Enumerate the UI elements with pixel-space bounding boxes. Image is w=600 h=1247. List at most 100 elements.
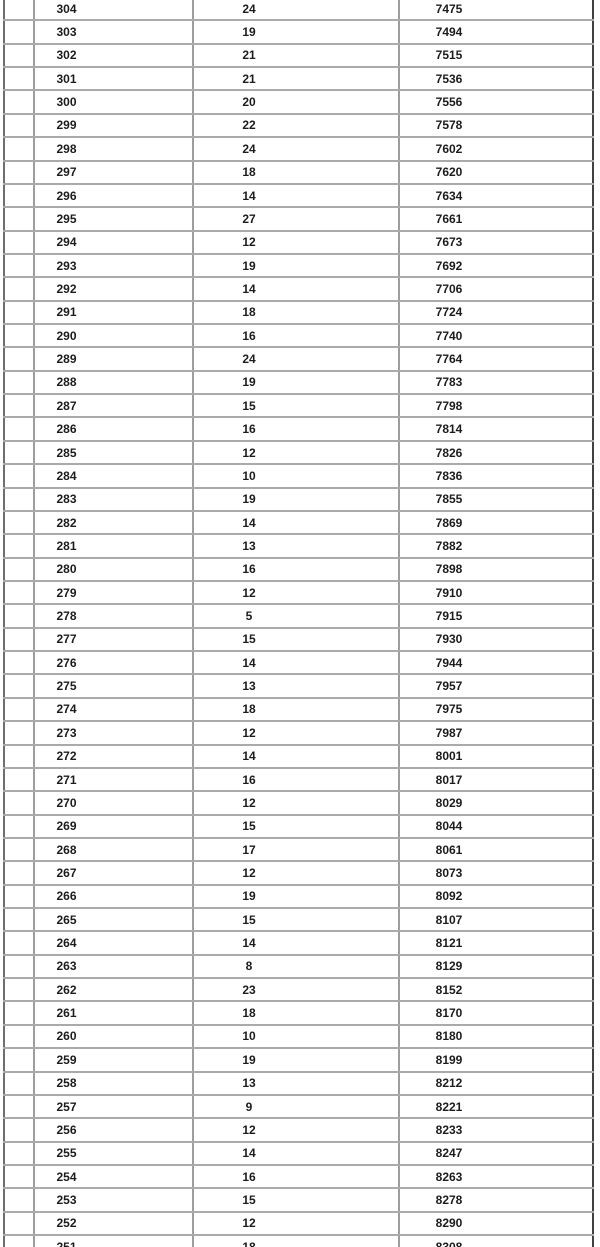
table-row: 280 16 7898 [3,556,594,582]
cell-col2: 12 [192,720,400,746]
cell-col2: 27 [192,206,400,232]
table-row: 284 10 7836 [3,463,594,489]
cell-col3: 7826 [398,439,594,466]
cell-col3: 8152 [398,977,594,1003]
cell-col2: 24 [192,136,400,162]
cell-left-empty [3,1023,35,1050]
cell-left-empty [3,1163,35,1190]
cell-left-empty [3,66,35,92]
cell-left-empty [3,346,35,372]
cell-col3: 7855 [398,486,594,512]
cell-col1: 266 [33,883,194,910]
cell-left-empty [3,463,35,489]
cell-col3: 7987 [398,720,594,746]
cell-col2: 10 [192,463,400,489]
cell-left-empty [3,860,35,886]
cell-col1: 285 [33,439,194,466]
cell-col3: 8107 [398,907,594,933]
cell-col3: 7836 [398,463,594,489]
cell-col2: 8 [192,953,400,980]
table-row: 301 21 7536 [3,66,594,92]
cell-left-empty [3,182,35,209]
cell-col3: 8017 [398,766,594,793]
cell-col2: 16 [192,556,400,582]
cell-left-empty [3,743,35,769]
cell-left-empty [3,813,35,839]
cell-col2: 24 [192,346,400,372]
cell-left-empty [3,136,35,162]
cell-col2: 12 [192,439,400,466]
cell-col3: 7475 [398,0,594,22]
table-row: 297 18 7620 [3,159,594,185]
cell-col3: 8308 [398,1234,594,1247]
cell-col2: 12 [192,790,400,816]
cell-col3: 8129 [398,953,594,980]
cell-col3: 7798 [398,393,594,419]
cell-col1: 265 [33,907,194,933]
table-row: 298 24 7602 [3,136,594,162]
cell-left-empty [3,19,35,45]
cell-left-empty [3,1187,35,1213]
cell-col2: 19 [192,252,400,279]
table-body: 304 24 7475 303 19 7494 302 21 7515 301 … [3,0,594,1247]
cell-col3: 8061 [398,836,594,863]
cell-col2: 13 [192,533,400,559]
cell-col3: 7578 [398,112,594,139]
cell-col2: 19 [192,883,400,910]
cell-col1: 298 [33,136,194,162]
table-row: 277 15 7930 [3,626,594,653]
cell-col1: 261 [33,1000,194,1026]
table-row: 295 27 7661 [3,206,594,232]
cell-left-empty [3,486,35,512]
cell-col1: 262 [33,977,194,1003]
cell-col1: 270 [33,790,194,816]
cell-col1: 272 [33,743,194,769]
cell-col1: 271 [33,766,194,793]
table-row: 290 16 7740 [3,323,594,349]
cell-left-empty [3,416,35,442]
cell-col3: 7724 [398,299,594,326]
cell-col2: 12 [192,860,400,886]
cell-col1: 292 [33,276,194,302]
table-row: 255 14 8247 [3,1140,594,1166]
table-row: 278 5 7915 [3,603,594,629]
cell-col1: 273 [33,720,194,746]
table-row: 256 12 8233 [3,1117,594,1143]
cell-col3: 7620 [398,159,594,185]
table-row: 274 18 7975 [3,696,594,723]
cell-col1: 257 [33,1093,194,1120]
cell-col2: 16 [192,766,400,793]
cell-col3: 7957 [398,673,594,699]
table-row: 292 14 7706 [3,276,594,302]
table-row: 251 18 8308 [3,1234,594,1247]
cell-col1: 281 [33,533,194,559]
cell-col3: 8001 [398,743,594,769]
cell-col1: 258 [33,1070,194,1096]
table-row: 270 12 8029 [3,790,594,816]
cell-left-empty [3,1117,35,1143]
cell-left-empty [3,1093,35,1120]
cell-col1: 260 [33,1023,194,1050]
cell-col3: 7740 [398,323,594,349]
table-row: 272 14 8001 [3,743,594,769]
table-row: 283 19 7855 [3,486,594,512]
cell-col1: 295 [33,206,194,232]
cell-left-empty [3,206,35,232]
cell-col2: 10 [192,1023,400,1050]
cell-col3: 8290 [398,1210,594,1237]
cell-left-empty [3,112,35,139]
cell-col3: 7898 [398,556,594,582]
table-row: 266 19 8092 [3,883,594,910]
cell-col1: 282 [33,509,194,536]
cell-col2: 19 [192,19,400,45]
cell-left-empty [3,579,35,606]
data-table: 304 24 7475 303 19 7494 302 21 7515 301 … [3,0,594,1247]
cell-col2: 14 [192,276,400,302]
cell-col1: 278 [33,603,194,629]
table-row: 265 15 8107 [3,907,594,933]
cell-col1: 297 [33,159,194,185]
cell-col3: 8029 [398,790,594,816]
cell-col1: 264 [33,930,194,956]
cell-col3: 8199 [398,1047,594,1073]
cell-col1: 300 [33,89,194,115]
